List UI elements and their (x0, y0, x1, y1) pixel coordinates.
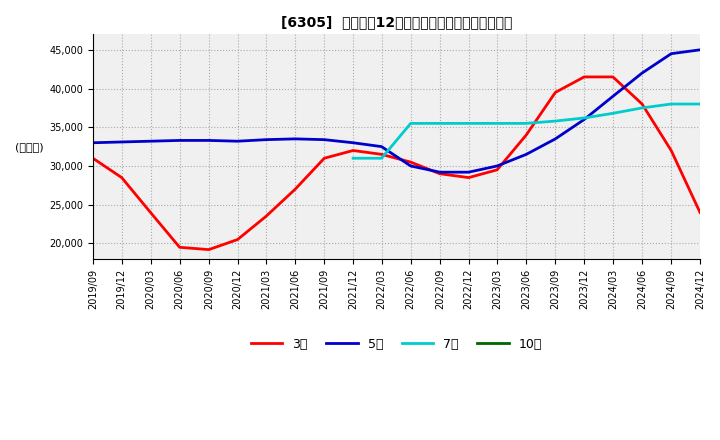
Y-axis label: (百万円): (百万円) (15, 142, 44, 152)
Line: 7年: 7年 (353, 104, 700, 158)
Line: 5年: 5年 (93, 50, 700, 172)
Line: 3年: 3年 (93, 77, 700, 249)
Legend: 3年, 5年, 7年, 10年: 3年, 5年, 7年, 10年 (246, 333, 547, 356)
Title: [6305]  経常利益12か月移動合計の標準偏差の推移: [6305] 経常利益12か月移動合計の標準偏差の推移 (281, 15, 512, 29)
